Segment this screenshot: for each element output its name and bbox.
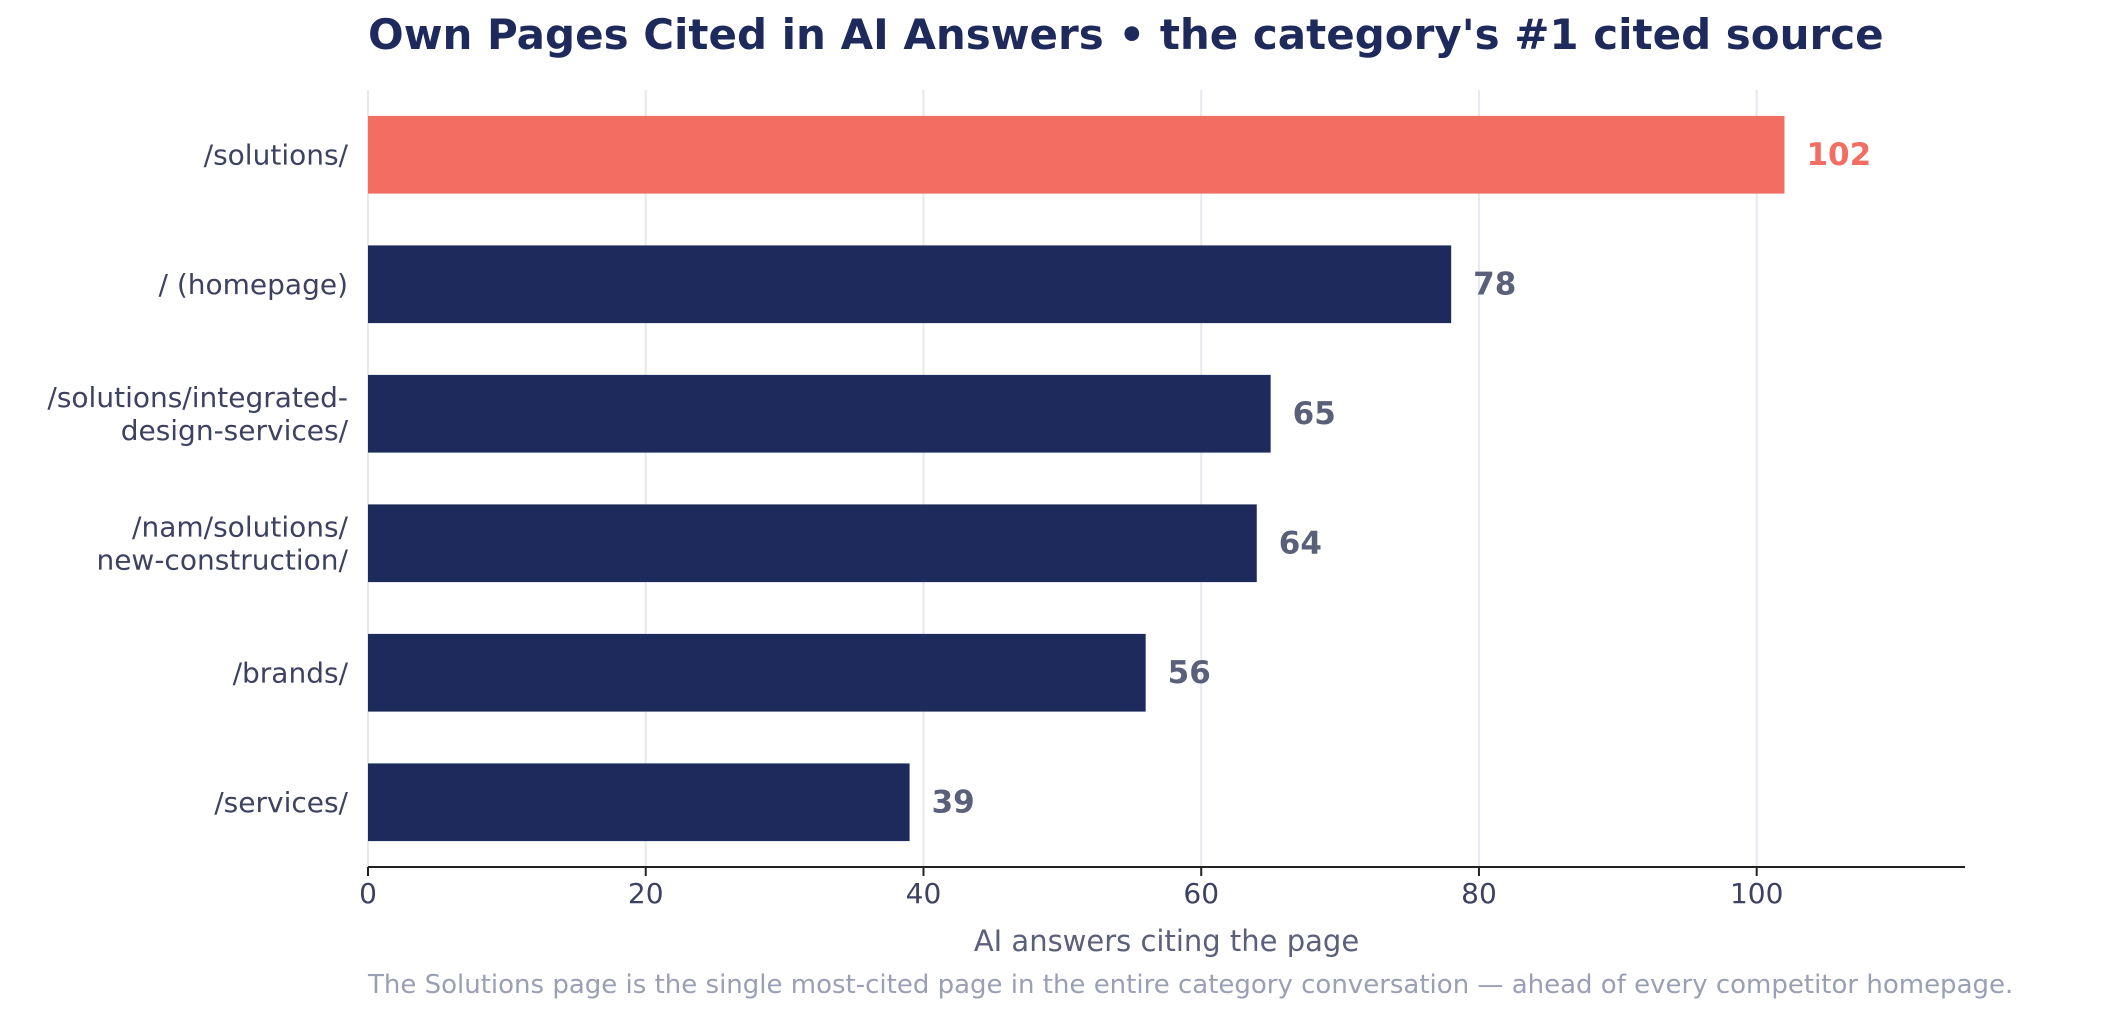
value-label-0: 102 (1806, 137, 1871, 173)
bar-0 (368, 115, 1785, 194)
value-label-2: 65 (1293, 396, 1336, 432)
bar-3 (368, 504, 1257, 583)
category-label-5: /services/ (214, 786, 348, 819)
value-label-1: 78 (1473, 266, 1516, 302)
value-label-5: 39 (932, 784, 975, 820)
category-label-4: /brands/ (233, 656, 349, 689)
x-tick-label-20: 20 (628, 877, 664, 910)
label-layer: 102/solutions/78 / (homepage) 65/solutions… (47, 137, 1871, 821)
x-tick-label-80: 80 (1461, 877, 1497, 910)
category-label-3-line-1: new-construction/ (96, 543, 348, 576)
footnote: The Solutions page is the single most-ci… (367, 970, 2013, 1000)
x-tick-label-0: 0 (359, 877, 377, 910)
x-tick-label-40: 40 (906, 877, 942, 910)
category-label-0: /solutions/ (204, 138, 349, 171)
x-axis-label: AI answers citing the page (974, 924, 1359, 958)
bar-5 (368, 763, 910, 842)
category-label-2-line-1: design-services/ (121, 414, 349, 447)
bar-1 (368, 245, 1452, 324)
category-label-2-line-0: /solutions/integrated- (47, 381, 348, 414)
value-label-4: 56 (1168, 655, 1211, 691)
x-tick-label-60: 60 (1183, 877, 1219, 910)
tick-layer: 0 20 40 60 80 100 (359, 867, 1783, 910)
bar-4 (368, 633, 1146, 712)
value-label-3: 64 (1279, 525, 1322, 561)
category-label-1: / (homepage) (159, 268, 349, 301)
bar-2 (368, 374, 1271, 453)
bar-layer (368, 115, 1785, 842)
x-tick-label-100: 100 (1730, 877, 1783, 910)
chart-title: Own Pages Cited in AI Answers • the cate… (368, 10, 1884, 59)
category-label-3-line-0: /nam/solutions/ (132, 510, 349, 543)
grid-layer (367, 90, 1758, 867)
